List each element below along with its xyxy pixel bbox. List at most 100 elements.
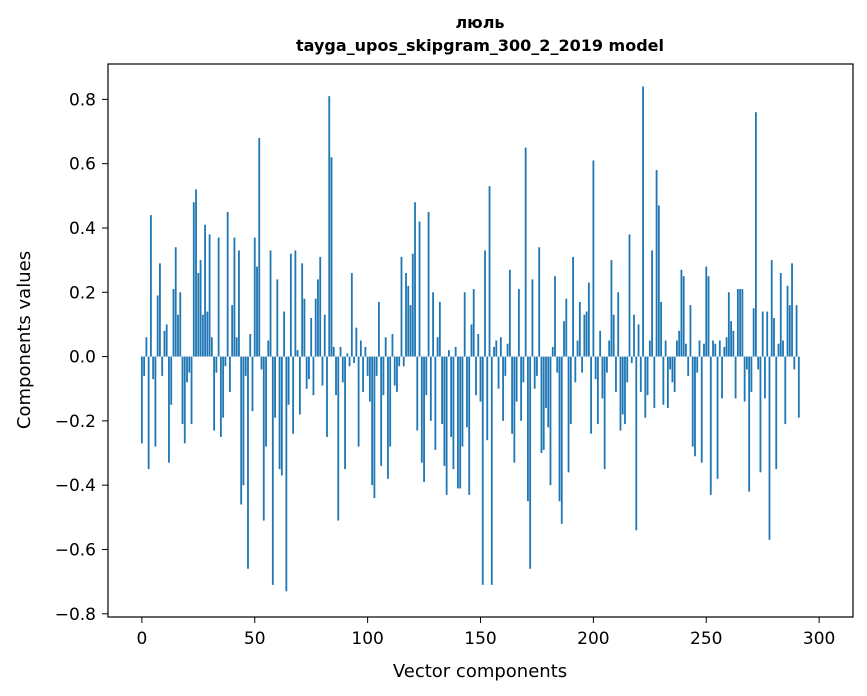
bar-145 <box>468 356 471 495</box>
bar-65 <box>287 356 290 405</box>
bar-262 <box>732 330 735 357</box>
bar-76 <box>312 356 315 396</box>
bar-289 <box>793 356 796 370</box>
bar-105 <box>378 301 380 357</box>
bar-253 <box>712 340 714 357</box>
bar-286 <box>786 285 789 357</box>
bar-267 <box>743 356 746 402</box>
bar-26 <box>199 260 202 357</box>
bar-116 <box>402 356 405 367</box>
bar-48 <box>249 334 252 357</box>
y-tick-label: 0.6 <box>69 155 96 175</box>
bar-250 <box>705 266 708 357</box>
bar-40 <box>231 305 234 357</box>
bar-236 <box>673 356 676 392</box>
bar-206 <box>606 356 608 373</box>
bar-271 <box>752 308 755 357</box>
bar-170 <box>524 147 527 357</box>
bar-80 <box>321 356 324 386</box>
bar-52 <box>258 137 261 357</box>
bar-279 <box>770 260 773 357</box>
bar-91 <box>346 353 349 357</box>
bar-207 <box>608 340 611 357</box>
bar-133 <box>441 356 444 425</box>
bar-241 <box>685 343 687 357</box>
bar-18 <box>181 356 184 425</box>
bar-125 <box>423 356 425 482</box>
bar-124 <box>420 356 423 463</box>
bar-237 <box>676 340 678 357</box>
bar-114 <box>398 356 401 367</box>
bar-62 <box>280 356 283 476</box>
bar-129 <box>432 292 434 357</box>
bar-138 <box>452 356 455 470</box>
bar-68 <box>294 250 297 357</box>
bar-276 <box>764 356 766 399</box>
chart-title-line2: tayga_upos_skipgram_300_2_2019 model <box>296 36 664 55</box>
bar-39 <box>229 356 231 392</box>
bar-126 <box>425 356 428 396</box>
bar-248 <box>700 356 703 463</box>
bar-42 <box>235 337 238 357</box>
x-axis-label: Vector components <box>393 661 567 682</box>
bar-86 <box>335 356 337 396</box>
bar-274 <box>759 356 762 473</box>
bar-134 <box>443 356 446 466</box>
bar-64 <box>285 356 288 592</box>
bar-141 <box>459 356 462 489</box>
x-tick-label: 250 <box>690 629 722 649</box>
bar-176 <box>538 247 541 357</box>
bar-162 <box>506 343 509 357</box>
bar-32 <box>213 356 216 431</box>
bar-188 <box>565 298 568 357</box>
bar-255 <box>716 356 719 479</box>
bar-96 <box>357 356 360 447</box>
bar-242 <box>687 356 690 376</box>
bar-280 <box>773 317 775 357</box>
bar-217 <box>630 356 633 364</box>
bar-127 <box>427 211 430 357</box>
bar-93 <box>350 272 353 357</box>
bar-102 <box>371 356 374 486</box>
bar-25 <box>197 272 200 357</box>
bar-230 <box>660 301 663 357</box>
bar-169 <box>522 356 525 383</box>
y-tick-label: 0.4 <box>69 219 96 239</box>
bar-273 <box>757 356 760 370</box>
bar-21 <box>188 356 191 373</box>
bar-1 <box>143 356 146 376</box>
bar-227 <box>653 356 656 409</box>
bar-172 <box>529 356 532 569</box>
bar-120 <box>411 253 414 357</box>
bar-53 <box>260 356 263 370</box>
bar-194 <box>578 301 581 357</box>
bar-257 <box>721 356 723 399</box>
bar-223 <box>644 356 647 418</box>
bar-233 <box>666 356 669 409</box>
bar-78 <box>317 279 319 357</box>
bar-9 <box>161 356 164 376</box>
bar-221 <box>639 356 642 392</box>
bar-288 <box>791 263 793 357</box>
bar-284 <box>782 340 784 357</box>
bar-147 <box>472 289 475 357</box>
bar-44 <box>240 356 243 505</box>
bar-234 <box>669 356 672 370</box>
bar-6 <box>154 356 157 447</box>
bar-67 <box>292 356 295 434</box>
bar-12 <box>168 356 170 463</box>
bar-30 <box>208 234 211 357</box>
bar-71 <box>301 263 304 357</box>
bar-202 <box>596 356 599 425</box>
bar-16 <box>177 314 179 357</box>
x-tick-label: 100 <box>351 629 383 649</box>
bar-55 <box>265 356 267 447</box>
bar-150 <box>479 356 482 402</box>
bar-224 <box>646 356 649 396</box>
bar-208 <box>610 260 613 357</box>
bar-89 <box>341 356 344 383</box>
bar-66 <box>289 253 292 357</box>
bar-115 <box>400 256 403 357</box>
bar-98 <box>362 356 365 392</box>
